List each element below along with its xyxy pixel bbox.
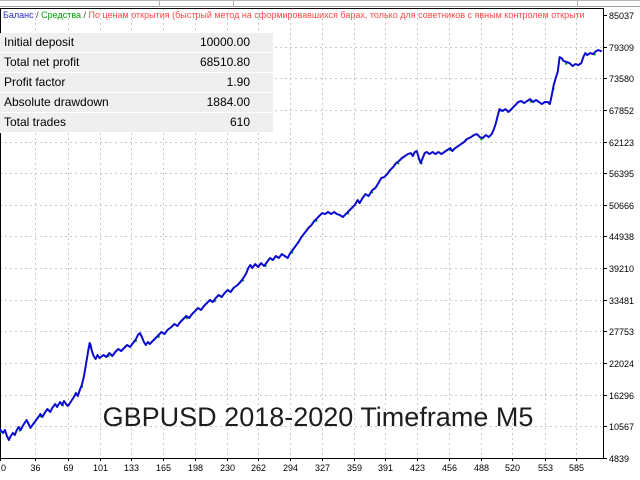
toolbar-bottom-edge bbox=[0, 0, 640, 7]
y-axis-label: 85037 bbox=[609, 11, 634, 21]
stat-value: 610 bbox=[229, 115, 250, 129]
y-axis-label: 67852 bbox=[609, 106, 634, 116]
x-axis-label: 391 bbox=[378, 463, 393, 473]
stat-value: 10000.00 bbox=[199, 35, 250, 49]
x-axis-label: 198 bbox=[188, 463, 203, 473]
toolbar-separator bbox=[233, 1, 234, 7]
x-axis-label: 262 bbox=[251, 463, 266, 473]
stat-label: Total trades bbox=[4, 115, 67, 129]
x-axis-label: 294 bbox=[283, 463, 298, 473]
stat-row: Total trades 610 bbox=[0, 113, 273, 132]
y-axis-label: 27753 bbox=[609, 327, 634, 337]
x-axis-label: 359 bbox=[347, 463, 362, 473]
stat-label: Absolute drawdown bbox=[4, 95, 109, 109]
y-axis-label: 50666 bbox=[609, 201, 634, 211]
legend-separator: / bbox=[33, 10, 42, 20]
legend-item-equity: Средства bbox=[41, 10, 82, 20]
stat-row: Initial deposit 10000.00 bbox=[0, 33, 273, 52]
stat-value: 1884.00 bbox=[206, 95, 250, 109]
x-axis-label: 230 bbox=[220, 463, 235, 473]
x-axis-label: 133 bbox=[124, 463, 139, 473]
toolbar-separator bbox=[159, 1, 160, 7]
stat-value: 68510.80 bbox=[199, 55, 250, 69]
y-axis-label: 16296 bbox=[609, 391, 634, 401]
x-axis-label: 0 bbox=[1, 463, 6, 473]
y-axis-label: 56395 bbox=[609, 169, 634, 179]
stat-row: Absolute drawdown 1884.00 bbox=[0, 93, 273, 112]
y-axis-label: 44938 bbox=[609, 232, 634, 242]
legend-item-mode: По ценам открытия (быстрый метод на сфор… bbox=[88, 10, 585, 20]
y-axis-label: 4839 bbox=[609, 454, 629, 464]
y-axis-label: 33481 bbox=[609, 296, 634, 306]
x-axis-label: 36 bbox=[30, 463, 40, 473]
stat-label: Initial deposit bbox=[4, 35, 75, 49]
stat-row: Total net profit 68510.80 bbox=[0, 53, 273, 72]
legend-separator: / bbox=[81, 10, 89, 20]
balance-line bbox=[0, 49, 602, 441]
y-axis-label: 62123 bbox=[609, 138, 634, 148]
stats-table: Initial deposit 10000.00 Total net profit 6… bbox=[0, 33, 273, 133]
y-axis-label: 10567 bbox=[609, 422, 634, 432]
stat-label: Profit factor bbox=[4, 75, 66, 89]
x-axis-label: 488 bbox=[474, 463, 489, 473]
chart-legend: Баланс / Средства / По ценам открытия (б… bbox=[3, 9, 600, 22]
y-axis-label: 22024 bbox=[609, 359, 634, 369]
y-axis-label: 39210 bbox=[609, 264, 634, 274]
stat-value: 1.90 bbox=[226, 75, 250, 89]
stat-row: Profit factor 1.90 bbox=[0, 73, 273, 92]
y-axis-label: 73580 bbox=[609, 74, 634, 84]
watermark-title: GBPUSD 2018-2020 Timeframe M5 bbox=[102, 402, 534, 432]
x-axis-label: 69 bbox=[63, 463, 73, 473]
legend-item-balance: Баланс bbox=[3, 10, 34, 20]
x-axis-label: 423 bbox=[410, 463, 425, 473]
x-axis-label: 585 bbox=[569, 463, 584, 473]
x-axis-label: 553 bbox=[538, 463, 553, 473]
x-axis-label: 327 bbox=[315, 463, 330, 473]
toolbar-separator bbox=[577, 1, 578, 7]
x-axis-label: 101 bbox=[93, 463, 108, 473]
plot-border bbox=[0, 8, 604, 459]
x-axis-label: 165 bbox=[156, 463, 171, 473]
x-axis-label: 520 bbox=[505, 463, 520, 473]
x-axis-label: 456 bbox=[442, 463, 457, 473]
stat-label: Total net profit bbox=[4, 55, 80, 69]
y-axis-label: 79309 bbox=[609, 43, 634, 53]
